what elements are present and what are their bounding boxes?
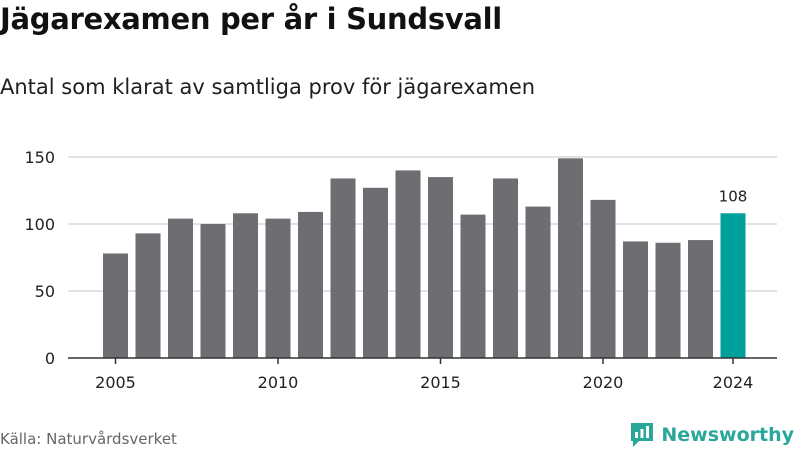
source-note: Källa: Naturvårdsverket — [0, 430, 177, 448]
bar-2013 — [363, 187, 388, 358]
bar-2022 — [655, 242, 681, 358]
bar-2014 — [395, 170, 421, 358]
y-tick-label: 150 — [24, 148, 55, 167]
brand-logo[interactable]: Newsworthy — [629, 420, 794, 450]
bar-2008 — [200, 224, 226, 358]
axis-labels: 0 50 100 150 2005 2010 2015 2020 2024 108 — [24, 148, 777, 392]
bar-2018 — [525, 206, 551, 358]
bar-2017 — [493, 178, 518, 358]
bar-2015 — [428, 177, 453, 358]
x-tick-label: 2020 — [583, 373, 624, 392]
bars — [103, 158, 746, 358]
bar-2011 — [298, 211, 323, 358]
y-tick-label: 100 — [24, 215, 55, 234]
x-tick-label: 2024 — [713, 373, 754, 392]
highlight-value-label: 108 — [719, 187, 748, 205]
bar-2009 — [233, 213, 258, 358]
bar-2019 — [558, 158, 583, 358]
newsworthy-logo-icon — [631, 423, 654, 447]
x-tick-label: 2010 — [258, 373, 299, 392]
bar-2023 — [688, 240, 713, 358]
x-tick-label: 2015 — [420, 373, 461, 392]
y-tick-label: 50 — [35, 282, 55, 301]
bar-2005 — [103, 253, 128, 358]
chart-title: Jägarexamen per år i Sundsvall — [0, 2, 502, 36]
bar-2006 — [135, 233, 161, 358]
bar-2020 — [590, 199, 616, 358]
bar-2021 — [623, 241, 648, 358]
bar-chart: 0 50 100 150 2005 2010 2015 2020 2024 108 — [24, 148, 777, 392]
y-tick-label: 0 — [45, 349, 55, 368]
chart-subtitle: Antal som klarat av samtliga prov för jä… — [0, 75, 536, 99]
bar-2016 — [460, 214, 486, 358]
bar-2007 — [168, 218, 193, 358]
bar-2012 — [330, 178, 356, 358]
bar-2010 — [265, 218, 291, 358]
bar-2024 — [720, 213, 746, 358]
brand-name: Newsworthy — [661, 424, 794, 446]
x-tick-label: 2005 — [95, 373, 136, 392]
